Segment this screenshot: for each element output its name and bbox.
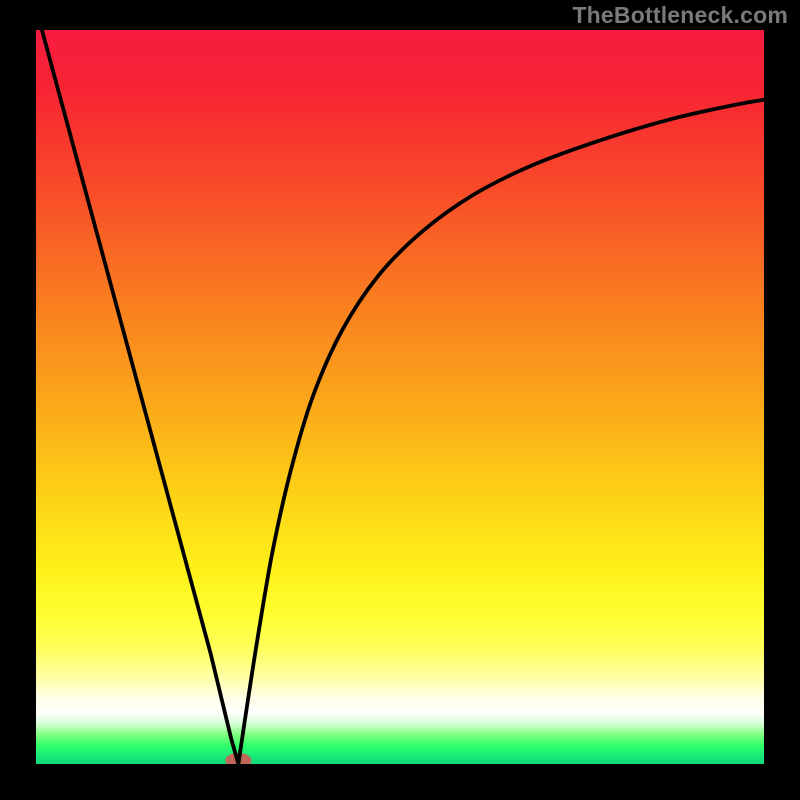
plot-area: [36, 30, 764, 764]
chart-svg: [36, 30, 764, 764]
chart-container: TheBottleneck.com: [0, 0, 800, 800]
gradient-background: [36, 30, 764, 764]
watermark-text: TheBottleneck.com: [572, 2, 788, 29]
